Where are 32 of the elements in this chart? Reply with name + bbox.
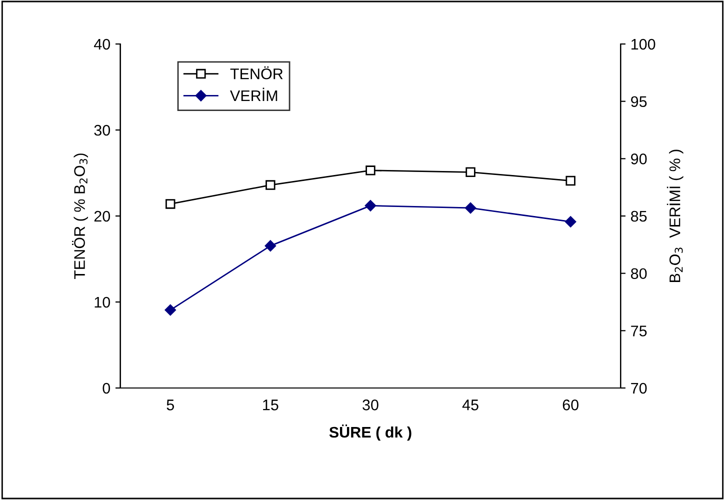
y-tick-label: 0 <box>102 382 110 394</box>
y2-tick-label: 75 <box>631 326 647 336</box>
point <box>366 166 376 176</box>
point <box>566 176 576 186</box>
legend-label: TENÖR <box>230 66 283 80</box>
y2-tick-label: 90 <box>631 154 647 164</box>
x-tick-label: 5 <box>166 400 174 410</box>
legend-label: VERİM <box>230 88 278 102</box>
y2-tick-label: 100 <box>631 38 656 50</box>
x-tick-label: 15 <box>263 400 278 410</box>
point <box>564 216 576 228</box>
point <box>264 240 276 252</box>
x-tick-label: 60 <box>562 400 578 410</box>
y2-tick-label: 95 <box>631 96 647 108</box>
point <box>464 202 476 214</box>
y-axis-title: TENÖR ( % B$_{2}$O$_{3}$) <box>72 154 88 280</box>
point <box>364 200 376 212</box>
y2-tick-label: 85 <box>630 210 647 222</box>
point <box>164 304 176 316</box>
y-tick-label: 10 <box>94 296 110 308</box>
y2-tick-label: 80 <box>630 268 647 280</box>
x-tick-label: 30 <box>362 400 378 410</box>
x-tick-label: 45 <box>462 400 478 410</box>
point <box>266 180 276 190</box>
point <box>466 167 476 177</box>
y-tick-label: 30 <box>94 124 110 136</box>
y-tick-label: 20 <box>94 210 110 222</box>
y2-axis-title: B$_{2}$O$_{3}$ VERİMİ ( % ) <box>666 150 684 282</box>
point <box>166 199 176 209</box>
y-tick-label: 40 <box>94 38 110 50</box>
x-axis-title: SÜRE ( dk ) <box>329 424 412 441</box>
y2-tick-label: 70 <box>631 382 647 394</box>
